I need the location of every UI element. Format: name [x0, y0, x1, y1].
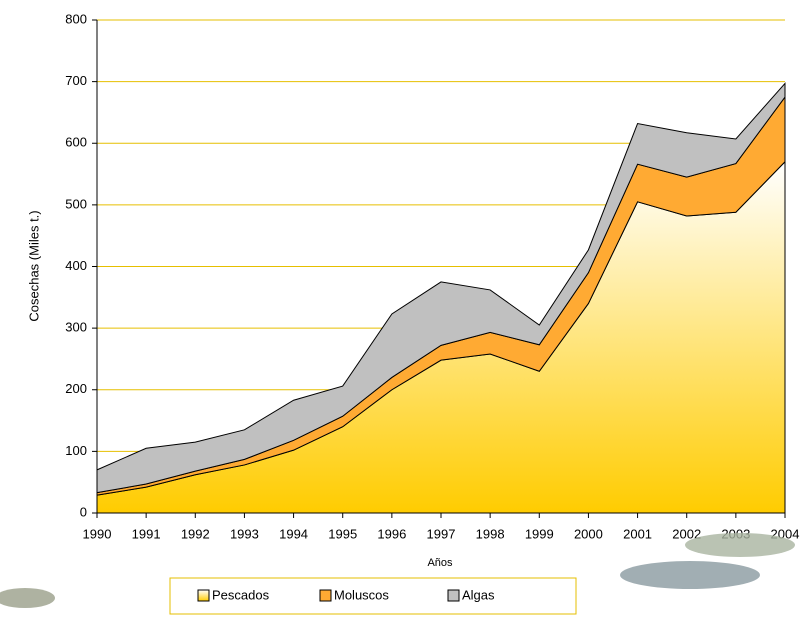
areas [96, 82, 786, 514]
x-tick-label: 1996 [377, 526, 406, 541]
x-axis-label: Años [427, 557, 453, 569]
x-tick-label: 1992 [181, 526, 210, 541]
x-tick-label: 1990 [83, 526, 112, 541]
area [96, 82, 786, 494]
y-tick-label: 100 [65, 443, 87, 458]
y-tick-label: 500 [65, 196, 87, 211]
legend-label: Algas [462, 587, 495, 602]
legend-box [169, 577, 577, 615]
x-tick-label: 1997 [427, 526, 456, 541]
legend-swatch [319, 589, 332, 602]
x-tick-label: 1991 [132, 526, 161, 541]
y-axis-label: Cosechas (Miles t.) [26, 210, 41, 321]
y-tick-label: 0 [80, 504, 87, 519]
x-tick-label: 1998 [476, 526, 505, 541]
fish-decoration [0, 533, 795, 608]
x-tick-label: 2000 [574, 526, 603, 541]
y-tick-label: 800 [65, 11, 87, 26]
legend-swatch [197, 589, 210, 602]
x-tick-label: 2002 [672, 526, 701, 541]
legend: Pescados Moluscos Algas [197, 587, 495, 602]
x-tick-label: 2001 [623, 526, 652, 541]
y-tick-label: 600 [65, 135, 87, 150]
x-tick-label: 1994 [279, 526, 308, 541]
legend-label: Pescados [212, 587, 270, 602]
legend-label: Moluscos [334, 587, 389, 602]
x-tick-label: 1999 [525, 526, 554, 541]
x-tick-label: 1993 [230, 526, 259, 541]
y-tick-label: 400 [65, 258, 87, 273]
legend-swatch [447, 589, 460, 602]
y-tick-label: 200 [65, 381, 87, 396]
y-tick-label: 300 [65, 320, 87, 335]
x-tick-label: 1995 [328, 526, 357, 541]
axes: 0 100 200 300 400 500 600 700 800 1990 1991 1992 199… [65, 11, 799, 541]
y-tick-label: 700 [65, 73, 87, 88]
